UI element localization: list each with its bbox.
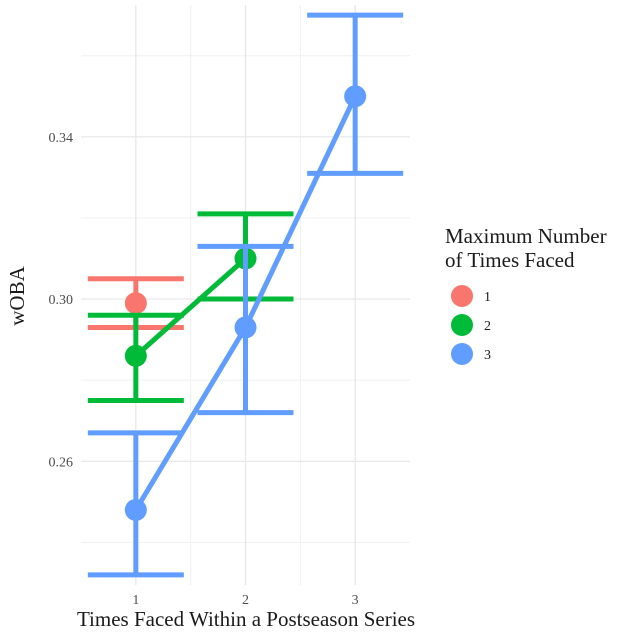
legend-label-2: 2	[484, 319, 491, 334]
legend-key-1	[451, 285, 473, 307]
data-point	[124, 344, 147, 367]
legend-label-3: 3	[484, 348, 491, 363]
y-axis-title: wOBA	[5, 265, 29, 325]
legend: Maximum Number of Times Faced 1 2 3	[445, 224, 607, 365]
y-tick-label: 0.26	[49, 455, 74, 470]
legend-label-1: 1	[484, 290, 491, 305]
series-3	[87, 12, 404, 578]
y-tick-labels: 0.26 0.30 0.34	[49, 131, 74, 470]
series-layer	[87, 12, 404, 578]
legend-key-2	[451, 314, 473, 336]
y-tick-label: 0.34	[49, 131, 74, 146]
legend-title-line1: Maximum Number	[445, 224, 607, 248]
data-point	[234, 316, 257, 339]
series-2	[87, 211, 294, 403]
legend-key-3	[451, 343, 473, 365]
x-tick-label: 1	[132, 593, 139, 608]
y-tick-label: 0.30	[49, 293, 74, 308]
data-point	[124, 498, 147, 521]
series-line	[134, 256, 248, 358]
legend-keys: 1 2 3	[451, 285, 491, 365]
legend-title-line2: of Times Faced	[445, 248, 575, 272]
x-tick-label: 3	[352, 593, 359, 608]
x-axis-title: Times Faced Within a Postseason Series	[77, 607, 415, 631]
data-point	[124, 292, 147, 315]
x-tick-label: 2	[242, 593, 249, 608]
x-tick-labels: 1 2 3	[132, 593, 358, 608]
data-point	[344, 85, 367, 108]
